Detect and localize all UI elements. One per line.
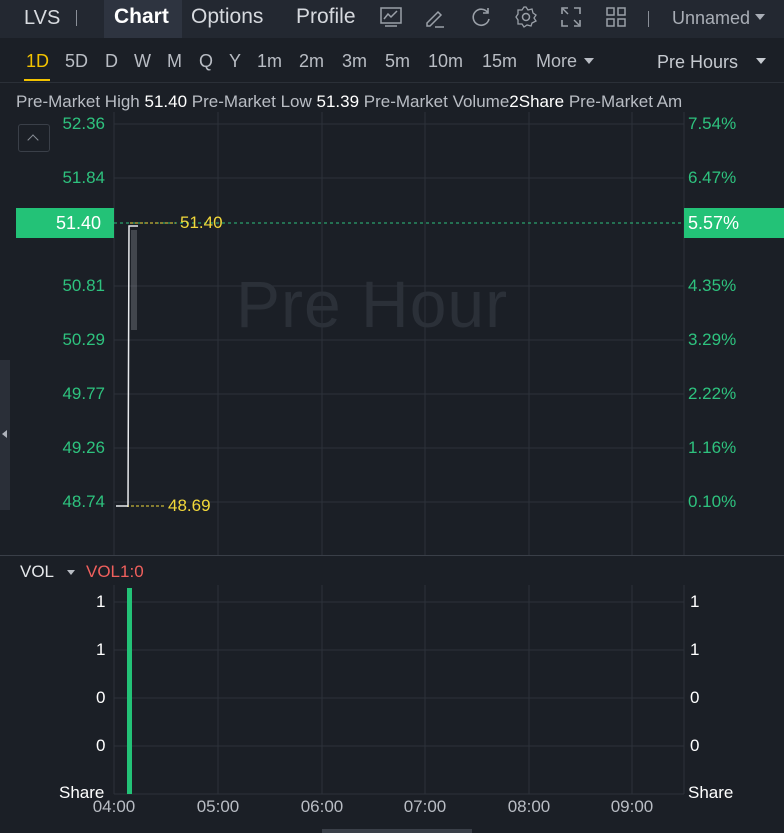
layout-grid-icon[interactable] [604, 5, 628, 29]
pre-market-summary: Pre-Market High 51.40 Pre-Market Low 51.… [16, 92, 784, 112]
pct-tick: 3.29% [688, 330, 737, 349]
time-tick: 07:00 [403, 797, 447, 816]
pct-tick: 7.54% [688, 114, 737, 133]
price-tick: 50.81 [62, 276, 105, 295]
pct-tick: 2.22% [688, 384, 737, 403]
period-10m[interactable]: 10m [428, 51, 464, 71]
period-5m[interactable]: 5m [385, 51, 411, 71]
price-tick: 49.26 [62, 438, 105, 457]
volume-tick: 0 [96, 688, 106, 707]
pct-tick: 0.10% [688, 492, 737, 511]
tab-chart[interactable]: Chart [114, 5, 169, 28]
layout-name[interactable]: Unnamed [672, 8, 751, 28]
divider [648, 11, 649, 27]
collapse-button[interactable] [18, 124, 50, 152]
draw-icon[interactable] [423, 5, 447, 29]
watermark: Pre Hour [236, 267, 509, 341]
volume-tick: 0 [690, 688, 700, 707]
period-1d[interactable]: 1D [26, 51, 50, 71]
active-tab-background [104, 0, 182, 38]
session-select[interactable]: Pre Hours [657, 52, 739, 72]
volume-unit-right: Share [688, 783, 734, 802]
time-tick: 05:00 [196, 797, 240, 816]
chevron-down-icon[interactable] [755, 14, 765, 20]
settings-icon[interactable] [514, 5, 538, 29]
time-tick: 09:00 [610, 797, 654, 816]
chevron-down-icon[interactable] [756, 58, 766, 64]
period-2m[interactable]: 2m [299, 51, 325, 71]
period-15m[interactable]: 15m [482, 51, 518, 71]
volume-indicator[interactable]: VOL1:0 [86, 562, 144, 581]
pct-tick: 1.16% [688, 438, 737, 457]
pct-tick: 6.47% [688, 168, 737, 187]
fullscreen-icon[interactable] [559, 5, 583, 29]
price-area [131, 230, 137, 330]
volume-tick: 1 [96, 640, 106, 659]
period-w[interactable]: W [134, 51, 151, 71]
volume-tick: 1 [96, 592, 106, 611]
chevron-down-icon[interactable] [584, 58, 594, 64]
high-value: 51.40 [144, 92, 188, 111]
volume-unit-left: Share [59, 783, 105, 802]
volume-label: Pre-Market Volume [363, 92, 510, 111]
volume-title[interactable]: VOL [20, 562, 55, 581]
divider [0, 82, 784, 83]
high-label: Pre-Market High [16, 92, 140, 111]
time-tick: 06:00 [300, 797, 344, 816]
period-1m[interactable]: 1m [257, 51, 283, 71]
active-period-underline [24, 79, 50, 81]
volume-bar [127, 588, 132, 794]
price-tick: 52.36 [62, 114, 105, 133]
time-tick: 04:00 [92, 797, 136, 816]
price-tick: 50.29 [62, 330, 105, 349]
period-3m[interactable]: 3m [342, 51, 368, 71]
chevron-down-icon[interactable] [67, 570, 75, 575]
low-label: Pre-Market Low [191, 92, 312, 111]
period-more[interactable]: More [536, 51, 578, 71]
period-y[interactable]: Y [229, 51, 242, 71]
volume-tick: 0 [96, 736, 106, 755]
side-panel-handle[interactable] [0, 360, 10, 510]
ticker-symbol[interactable]: LVS [24, 7, 61, 29]
divider [76, 10, 77, 26]
low-value: 51.39 [316, 92, 360, 111]
period-d[interactable]: D [105, 51, 118, 71]
time-tick: 08:00 [507, 797, 551, 816]
low-marker: 48.69 [168, 496, 211, 515]
indicator-icon[interactable] [379, 5, 403, 29]
period-q[interactable]: Q [199, 51, 214, 71]
current-pct-tag: 5.57% [684, 208, 784, 238]
period-m[interactable]: M [167, 51, 182, 71]
volume-tick: 0 [690, 736, 700, 755]
refresh-icon[interactable] [469, 5, 493, 29]
current-price-value: 51.40 [56, 213, 102, 233]
current-pct-value: 5.57% [688, 213, 740, 233]
current-price-tag: 51.40 [16, 208, 114, 238]
volume-tick: 1 [690, 640, 700, 659]
pane-divider[interactable] [0, 555, 784, 556]
tab-options[interactable]: Options [191, 5, 264, 28]
pct-tick: 4.35% [688, 276, 737, 295]
price-tick: 48.74 [62, 492, 105, 511]
time-scrollbar[interactable] [322, 829, 472, 833]
price-line [127, 225, 138, 508]
period-5d[interactable]: 5D [65, 51, 89, 71]
volume-value: 2Share [509, 92, 565, 111]
amount-label: Pre-Market Am [568, 92, 683, 111]
volume-tick: 1 [690, 592, 700, 611]
high-marker: 51.40 [180, 213, 223, 232]
price-tick: 51.84 [62, 168, 105, 187]
tab-profile[interactable]: Profile [296, 5, 356, 28]
price-tick: 49.77 [62, 384, 105, 403]
